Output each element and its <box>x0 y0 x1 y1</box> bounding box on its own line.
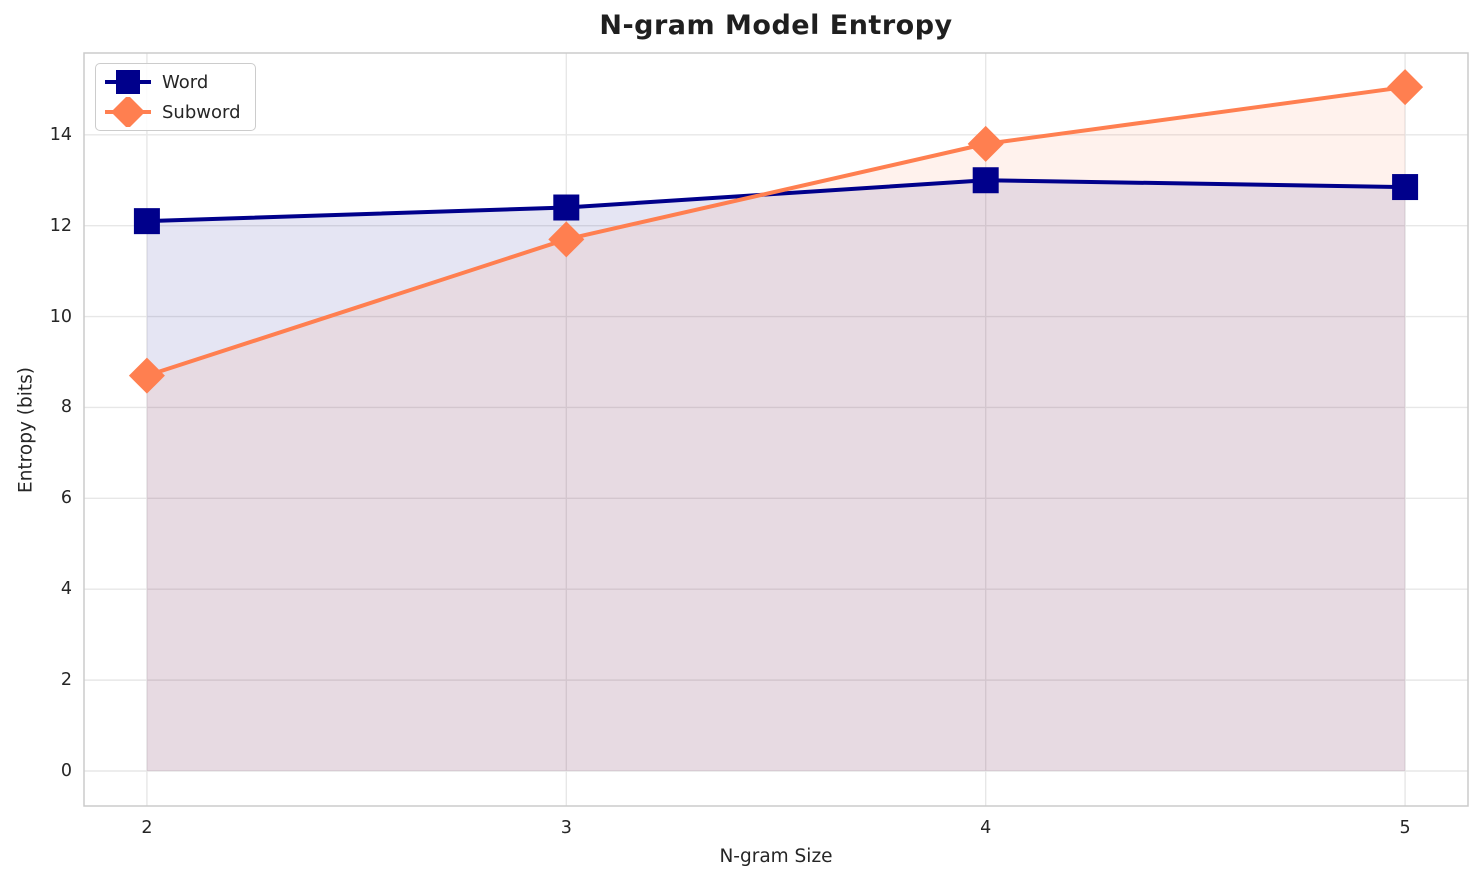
word-area-fill <box>146 180 1406 772</box>
y-tick-label-6: 6 <box>60 488 72 509</box>
subword-line-marker-icon <box>104 95 152 129</box>
word-line-marker-icon <box>104 67 152 97</box>
x-axis-label: N-gram Size <box>719 846 833 867</box>
legend-label-word: Word <box>162 71 209 93</box>
y-tick-label-4: 4 <box>60 579 72 600</box>
subword-area-fill <box>146 87 1406 772</box>
y-tick-label-8: 8 <box>60 397 72 418</box>
word-legend-handle <box>105 70 151 94</box>
plot-border <box>83 52 1469 807</box>
x-tick-label-5: 5 <box>1399 818 1411 838</box>
y-tick-label-10: 10 <box>49 306 72 327</box>
subword-line <box>146 85 1406 378</box>
word-4-marker <box>972 167 999 194</box>
subword-2-marker <box>128 357 165 394</box>
x-tick-label-2: 2 <box>141 818 153 838</box>
legend-diamond-marker-icon <box>111 95 145 129</box>
x-tick-label-4: 4 <box>980 818 992 838</box>
word-line <box>146 178 1406 224</box>
chart-title: N-gram Model Entropy <box>599 10 953 41</box>
word-3-marker <box>553 194 580 221</box>
word-2-marker <box>133 208 160 235</box>
subword-3-marker <box>548 221 585 258</box>
legend-item-word: Word <box>104 67 241 97</box>
subword-4-marker <box>967 125 1004 162</box>
y-tick-label-12: 12 <box>49 215 72 236</box>
legend-label-subword: Subword <box>162 101 241 123</box>
subword-legend-handle <box>105 95 151 129</box>
legend: Word Subword <box>95 63 256 131</box>
legend-item-subword: Subword <box>104 95 241 129</box>
legend-square-marker-icon <box>116 70 140 94</box>
subword-5-marker <box>1387 69 1424 106</box>
word-5-marker <box>1392 174 1419 201</box>
y-tick-label-14: 14 <box>49 124 72 145</box>
y-tick-label-2: 2 <box>60 670 72 691</box>
x-tick-label-3: 3 <box>560 818 572 838</box>
y-tick-label-0: 0 <box>60 761 72 781</box>
y-axis-label: Entropy (bits) <box>15 367 37 493</box>
